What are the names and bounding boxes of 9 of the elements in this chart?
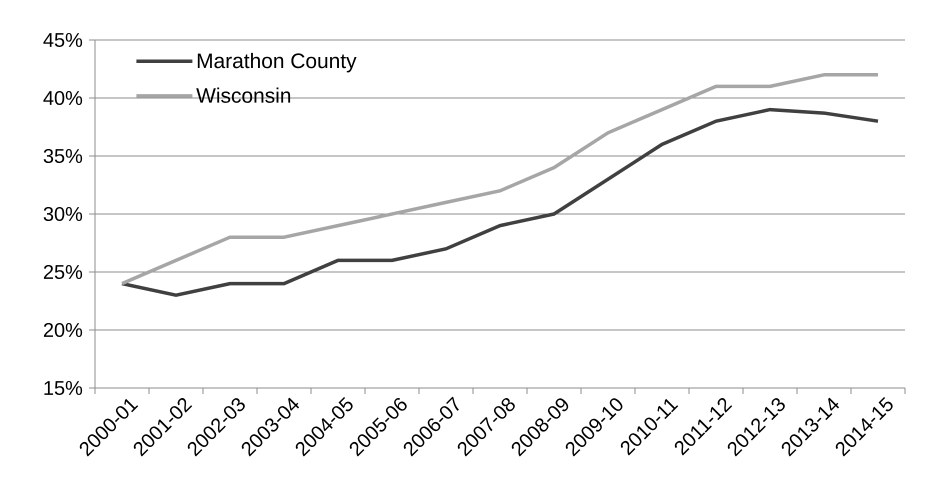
legend-label: Wisconsin bbox=[196, 88, 290, 103]
y-tick-label: 45% bbox=[43, 32, 82, 47]
y-tick-label: 30% bbox=[44, 206, 82, 222]
y-tick-label: 35% bbox=[44, 148, 82, 164]
legend-label: Marathon County bbox=[198, 52, 357, 72]
y-tick-label: 25% bbox=[44, 264, 82, 280]
y-tick-label: 20% bbox=[44, 322, 82, 338]
y-tick-label: 40% bbox=[43, 90, 82, 106]
y-tick-label: 15% bbox=[44, 380, 82, 396]
